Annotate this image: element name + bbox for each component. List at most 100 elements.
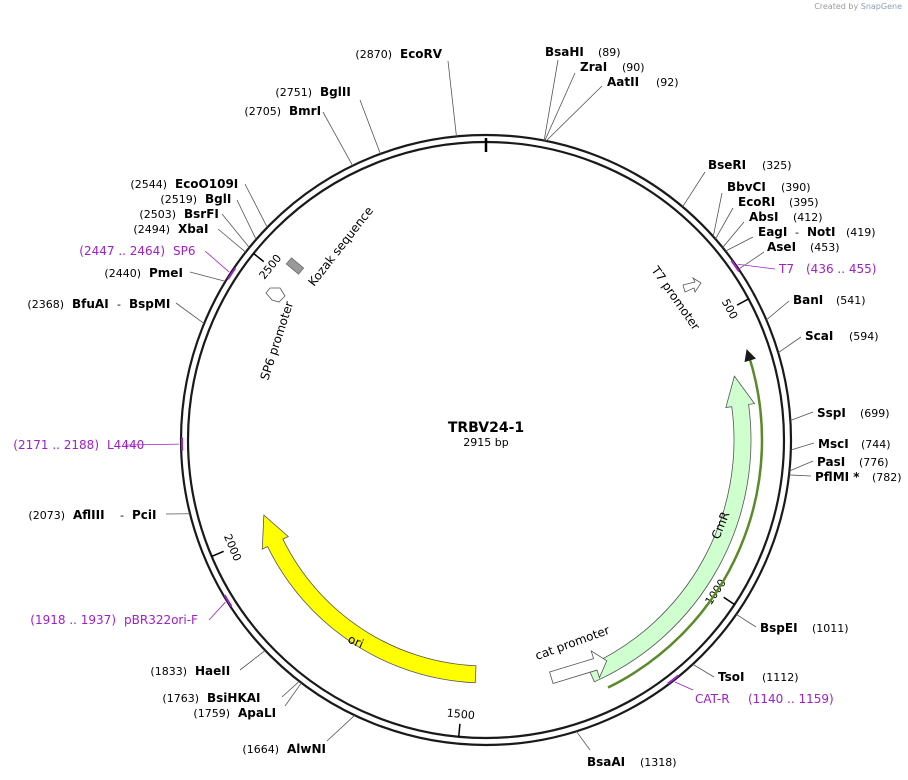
- site-tsoi[interactable]: TsoI (1112): [718, 670, 799, 684]
- site-bgli[interactable]: (2519) BglI: [160, 192, 231, 206]
- primer-range: (436 .. 455): [806, 262, 876, 276]
- primer-binding-mark: [223, 594, 233, 607]
- site-leader-line: [766, 300, 790, 321]
- primer-cat-r[interactable]: CAT-R (1140 .. 1159): [695, 692, 834, 706]
- feature-t7-promoter[interactable]: [682, 276, 702, 293]
- site-name: BsiHKAI: [207, 691, 261, 705]
- site-bsahi[interactable]: BsaHI (89): [545, 45, 621, 59]
- snapgene-logo: SnapGene: [860, 2, 902, 11]
- site-leader-line: [175, 302, 205, 324]
- feature-cmr[interactable]: [586, 375, 756, 683]
- site-pos: (90): [622, 61, 645, 74]
- tick-2500: [253, 252, 265, 263]
- feature-label-t7-promoter: T7 promoter: [648, 263, 703, 333]
- primer-t7[interactable]: T7 (436 .. 455): [778, 262, 876, 276]
- site-name: AatII: [607, 75, 639, 89]
- site-leader-line: [322, 111, 353, 166]
- site-leader-line: [789, 460, 814, 472]
- site-pos: (2440): [104, 267, 141, 280]
- site-separator: -: [117, 298, 121, 311]
- site-pos: (1011): [812, 622, 849, 635]
- feature-cat-promoter[interactable]: [547, 647, 611, 691]
- site-bseri[interactable]: BseRI (325): [708, 158, 792, 172]
- site-sspi[interactable]: SspI (699): [817, 406, 890, 420]
- site-bspei[interactable]: BspEI (1011): [760, 621, 849, 635]
- site-pos: (92): [656, 76, 679, 89]
- site-name: BglI: [205, 192, 231, 206]
- site-xbai[interactable]: (2494) XbaI: [133, 222, 208, 236]
- site-pos: (1664): [242, 743, 279, 756]
- orf-arrowhead: [744, 349, 757, 363]
- site-aatii[interactable]: AatII (92): [607, 75, 679, 89]
- feature-kozak-sequence[interactable]: [285, 257, 305, 275]
- site-leader-line: [790, 442, 815, 451]
- site-ecorv[interactable]: (2870) EcoRV: [355, 47, 442, 61]
- site-afliii-pcii[interactable]: (2073) AflIII - PciI: [28, 508, 156, 522]
- site-msci[interactable]: MscI (744): [818, 437, 891, 451]
- site-pos: (395): [789, 196, 819, 209]
- primer-leader-line: [674, 681, 694, 691]
- primer-sp6[interactable]: (2447 .. 2464) SP6: [79, 244, 195, 258]
- site-leader-line: [715, 207, 734, 240]
- site-asei[interactable]: AseI (453): [767, 240, 840, 254]
- feature-ori[interactable]: [261, 514, 477, 684]
- site-bsihkai[interactable]: (1763) BsiHKAI: [162, 691, 260, 705]
- site-name: EcoRV: [400, 47, 443, 61]
- site-bmri[interactable]: (2705) BmrI: [244, 104, 321, 118]
- site-bbvci[interactable]: BbvCI (390): [727, 180, 811, 194]
- site-leader-line: [545, 85, 603, 142]
- site-name: BsrFI: [184, 207, 219, 221]
- primer-binding-mark: [667, 674, 679, 685]
- orf-cmr[interactable]: [607, 349, 764, 689]
- site-bfuai-bspmi[interactable]: (2368) BfuAI - BspMI: [27, 297, 170, 311]
- plasmid-length: 2915 bp: [463, 436, 508, 449]
- primer-name: pBR322ori-F: [124, 613, 198, 627]
- site-leader-line: [736, 613, 757, 628]
- site-pos: (325): [762, 159, 792, 172]
- site-eagi-noti[interactable]: EagI - NotI (419): [758, 225, 876, 239]
- feature-sp6-promoter[interactable]: [265, 287, 286, 303]
- site-bsaai[interactable]: BsaAI (1318): [587, 755, 677, 769]
- site-pos: (453): [810, 241, 840, 254]
- site-apali[interactable]: (1759) ApaLI: [193, 706, 276, 720]
- site-name: XbaI: [178, 222, 208, 236]
- site-leader-line: [221, 213, 250, 248]
- site-leader-line: [738, 251, 765, 270]
- primer-l4440[interactable]: (2171 .. 2188) L4440: [13, 438, 144, 452]
- site-leader-line: [788, 474, 812, 477]
- site-leader-line: [236, 199, 257, 240]
- site-alwni[interactable]: (1664) AlwNI: [242, 742, 326, 756]
- site-absi[interactable]: AbsI (412): [749, 210, 823, 224]
- feature-label-sp6-promoter: SP6 promoter: [258, 300, 297, 382]
- site-leader-line: [712, 192, 723, 237]
- feature-label-kozak-sequence: Kozak sequence: [305, 204, 376, 289]
- site-bsrfi[interactable]: (2503) BsrFI: [139, 207, 218, 221]
- site-leader-line: [359, 99, 381, 155]
- primer-pbr322ori-f[interactable]: (1918 .. 1937) pBR322ori-F: [30, 613, 198, 627]
- site-pasi[interactable]: PasI (776): [817, 455, 889, 469]
- primer-name: T7: [778, 262, 794, 276]
- site-ecoo109i[interactable]: (2544) EcoO109I: [130, 177, 238, 191]
- site-leader-line: [244, 183, 268, 228]
- primer-leader-line: [124, 443, 180, 446]
- site-pmei[interactable]: (2440) PmeI: [104, 266, 182, 280]
- site-name: BmrI: [289, 104, 321, 118]
- site-bglii[interactable]: (2751) BglII: [275, 85, 350, 99]
- site-pflmi[interactable]: PflMI * (782): [815, 470, 902, 484]
- site-ecori[interactable]: EcoRI (395): [738, 195, 819, 209]
- site-haeii[interactable]: (1833) HaeII: [150, 664, 230, 678]
- tick-1000: [723, 596, 735, 606]
- site-name: BglII: [320, 85, 351, 99]
- site-pos: (2368): [27, 298, 64, 311]
- site-pos: (2870): [355, 48, 392, 61]
- site-name: MscI: [818, 437, 849, 451]
- site-scai[interactable]: ScaI (594): [805, 329, 879, 343]
- site-zrai[interactable]: ZraI (90): [580, 60, 645, 74]
- site-leader-line: [217, 228, 246, 253]
- site-name: EcoRI: [738, 195, 775, 209]
- primer-binding-mark: [227, 267, 237, 280]
- site-pos: (2751): [275, 86, 312, 99]
- site-bani[interactable]: BanI (541): [793, 293, 866, 307]
- site-pos: (412): [793, 211, 823, 224]
